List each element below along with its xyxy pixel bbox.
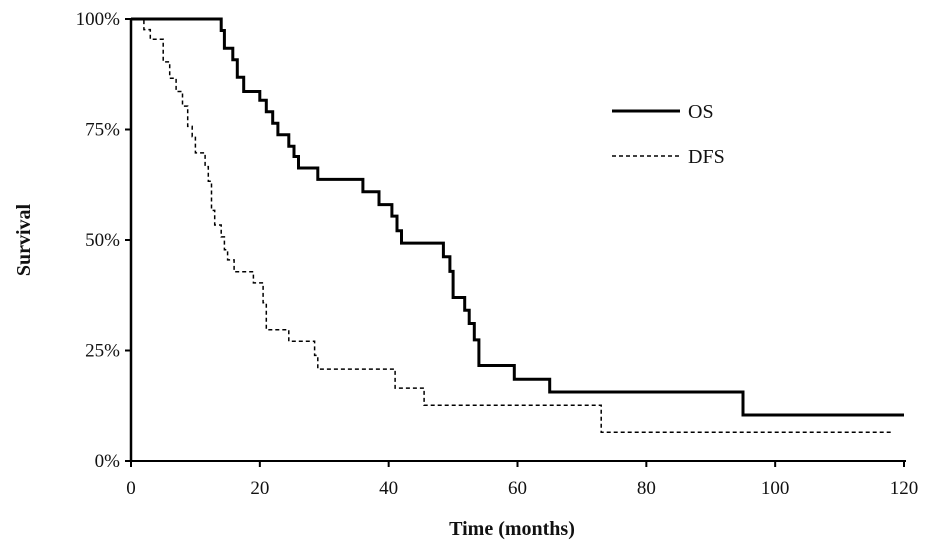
legend-dfs-label: DFS	[688, 146, 725, 168]
x-tick-label: 60	[508, 478, 527, 499]
x-tick-label: 120	[890, 478, 919, 499]
axes	[129, 19, 906, 462]
axis-ticks	[125, 18, 905, 467]
x-axis-title: Time (months)	[449, 518, 575, 540]
x-tick-label: 80	[637, 478, 656, 499]
y-tick-label: 75%	[85, 120, 120, 141]
y-tick-label: 100%	[76, 9, 121, 30]
series-lines	[131, 17, 904, 434]
y-axis-title: Survival	[13, 203, 35, 276]
y-tick-label: 25%	[85, 341, 120, 362]
tick-labels: 0 20 40 60 80 100 120 0% 25% 50% 75% 100%	[76, 9, 919, 499]
x-tick-label: 100	[761, 478, 790, 499]
y-tick-label: 0%	[95, 451, 121, 472]
x-tick-label: 0	[126, 478, 136, 499]
legend-os-label: OS	[688, 101, 714, 123]
x-tick-label: 20	[250, 478, 269, 499]
dfs-curve	[131, 18, 892, 434]
os-curve	[131, 17, 904, 417]
x-tick-label: 40	[379, 478, 398, 499]
y-tick-label: 50%	[85, 230, 120, 251]
legend: OS DFS	[612, 101, 725, 168]
